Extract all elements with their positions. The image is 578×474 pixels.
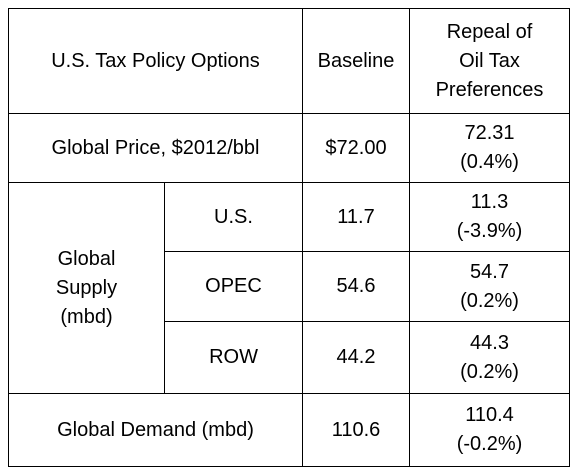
supply-baseline-us: 11.7 — [302, 182, 411, 252]
global-supply-label-line1: Global — [57, 247, 116, 270]
global-supply-label: Global Supply (mbd) — [8, 182, 165, 394]
supply-row-row: ROW 44.2 44.3 (0.2%) — [9, 321, 571, 394]
header-repeal-line1: Repeal of — [446, 20, 533, 43]
supply-row-opec: OPEC 54.6 54.7 (0.2%) — [9, 251, 571, 322]
supply-repeal-us-change: (-3.9%) — [456, 220, 523, 242]
supply-baseline-opec: 54.6 — [302, 251, 411, 322]
supply-repeal-opec-change: (0.2%) — [460, 289, 519, 312]
supply-baseline-opec-value: 54.6 — [336, 275, 376, 297]
supply-baseline-us-value: 11.7 — [337, 205, 375, 228]
supply-repeal-opec: 54.7 (0.2%) — [409, 251, 571, 322]
header-repeal: Repeal of Oil Tax Preferences — [409, 8, 571, 114]
supply-region-row-label: ROW — [209, 346, 258, 368]
header-baseline-label: Baseline — [317, 49, 395, 72]
supply-repeal-us: 11.3 (-3.9%) — [409, 182, 571, 252]
global-price-baseline-value: $72.00 — [325, 136, 387, 159]
global-demand-label-text: Global Demand (mbd) — [57, 418, 254, 441]
global-demand-baseline-value: 110.6 — [331, 418, 381, 441]
supply-repeal-row-change: (0.2%) — [460, 360, 519, 383]
global-demand-repeal-change: (-0.2%) — [456, 433, 523, 455]
supply-baseline-row: 44.2 — [302, 321, 411, 394]
header-row: U.S. Tax Policy Options Baseline Repeal … — [7, 8, 571, 114]
header-repeal-line2: Oil Tax — [459, 49, 520, 72]
supply-region-us-label: U.S. — [214, 205, 253, 228]
supply-repeal-opec-value: 54.7 — [470, 260, 509, 283]
global-price-repeal-change: (0.4%) — [460, 151, 519, 173]
supply-repeal-row: 44.3 (0.2%) — [409, 321, 571, 394]
global-price-row: Global Price, $2012/bbl $72.00 72.31 (0.… — [7, 113, 571, 183]
supply-repeal-us-value: 11.3 — [470, 191, 509, 213]
supply-baseline-row-value: 44.2 — [336, 346, 376, 368]
header-repeal-line3: Preferences — [435, 78, 544, 101]
global-demand-repeal-value: 110.4 — [465, 404, 514, 426]
global-demand-label: Global Demand (mbd) — [7, 393, 304, 467]
global-supply-label-line2: Supply — [55, 276, 118, 299]
global-demand-row: Global Demand (mbd) 110.6 110.4 (-0.2%) — [7, 393, 571, 467]
tax-policy-table: U.S. Tax Policy Options Baseline Repeal … — [7, 8, 571, 467]
supply-region-row: ROW — [163, 321, 304, 394]
supply-region-opec: OPEC — [163, 251, 304, 322]
global-price-baseline: $72.00 — [302, 113, 411, 183]
supply-region-us: U.S. — [163, 182, 304, 252]
header-policy-options: U.S. Tax Policy Options — [7, 8, 304, 114]
supply-region-opec-label: OPEC — [205, 275, 262, 297]
supply-repeal-row-value: 44.3 — [470, 331, 509, 354]
global-price-repeal: 72.31 (0.4%) — [409, 113, 571, 183]
header-policy-options-label: U.S. Tax Policy Options — [51, 49, 260, 72]
supply-row-us: Global Supply (mbd) U.S. 11.7 11.3 (-3.9… — [8, 182, 571, 394]
global-demand-repeal: 110.4 (-0.2%) — [409, 393, 571, 467]
global-price-repeal-value: 72.31 — [464, 122, 515, 144]
header-baseline: Baseline — [302, 8, 411, 114]
global-price-label-text: Global Price, $2012/bbl — [51, 136, 260, 159]
global-supply-label-line3: (mbd) — [60, 305, 113, 328]
global-demand-baseline: 110.6 — [302, 393, 411, 467]
global-price-label: Global Price, $2012/bbl — [7, 113, 304, 183]
